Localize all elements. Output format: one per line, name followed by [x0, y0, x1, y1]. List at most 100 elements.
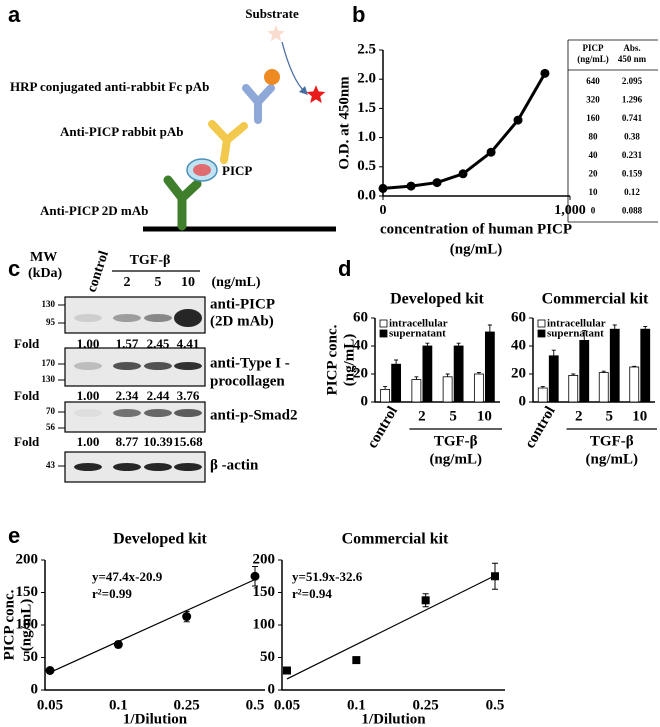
x-tick-label: 2: [418, 408, 426, 424]
equation: y=47.4x-20.9: [92, 569, 163, 584]
data-point: [421, 596, 430, 605]
group-unit: (ng/mL): [429, 451, 482, 467]
antibody-label: anti-PICP: [210, 296, 275, 312]
x-tick-label: 0.25: [174, 697, 200, 713]
y-axis-label: PICP conc.: [1, 589, 17, 660]
equation: y=51.9x-32.6: [292, 569, 363, 584]
band: [113, 463, 141, 471]
data-point: [458, 169, 468, 179]
table-cell: 640: [586, 76, 600, 86]
bar: [629, 366, 640, 403]
table-cell: 1.296: [622, 95, 643, 105]
y-axis-label: PICP conc.: [324, 324, 340, 395]
y-tick-label: 0: [268, 681, 276, 697]
y-tick-label: 2.5: [357, 41, 376, 57]
error-bar: [571, 373, 576, 376]
r-squared: r²=0.99: [92, 586, 132, 601]
label: Anti-PICP 2D mAb: [40, 203, 148, 218]
bar: [548, 355, 559, 403]
error-bar: [445, 373, 450, 377]
blot-box: [64, 401, 206, 433]
chart-title: Commercial kit: [542, 291, 649, 308]
fold-value: 3.76: [177, 388, 200, 403]
y-tick-label: 150: [253, 584, 276, 600]
table-cell: 0.741: [622, 113, 643, 123]
x-tick-label: 0.25: [413, 697, 439, 713]
x-tick-label: 0.5: [486, 697, 505, 713]
band: [113, 314, 141, 322]
hrp-enzyme: [264, 69, 280, 85]
capture-antibody: [163, 175, 202, 231]
trendline: [286, 575, 496, 680]
y-tick-label: 2.0: [357, 71, 376, 87]
band: [113, 409, 141, 417]
y-tick-label: 200: [253, 551, 276, 567]
fold-value: 1.00: [77, 388, 100, 403]
chart-title: Developed kit: [113, 531, 207, 548]
x-axis-label: 1/Dilution: [123, 711, 188, 727]
antibody-label: procollagen: [210, 373, 285, 389]
panel-label: a: [8, 2, 21, 27]
bar: [473, 373, 484, 403]
bar: [411, 379, 422, 403]
x-axis-label: concentration of human PICP: [380, 221, 572, 237]
mw-label: 130: [42, 374, 56, 384]
y-axis-unit: (ng/mL): [341, 334, 357, 387]
treatment-label: TGF-β: [130, 253, 171, 268]
bar: [442, 376, 453, 403]
bar: [598, 372, 609, 403]
table-cell: 0: [591, 206, 596, 216]
legend-label: supernatant: [547, 328, 604, 340]
x-tick-label: 0.05: [274, 697, 300, 713]
y-tick-label: 0: [361, 393, 369, 409]
x-tick-label: 0.05: [37, 697, 63, 713]
legend-label: supernatant: [389, 328, 446, 340]
mw-label: 43: [46, 460, 56, 470]
band: [113, 362, 141, 370]
fold-value: 10.39: [143, 434, 173, 449]
rabbit-antibody: [208, 120, 248, 164]
group-unit: (ng/mL): [586, 451, 639, 467]
table-header: PICP: [583, 43, 604, 53]
table-header: 450 nm: [618, 54, 647, 64]
table-cell: 0.231: [622, 150, 643, 160]
panel-label: d: [338, 256, 351, 281]
error-bar: [551, 349, 556, 356]
table-cell: 10: [589, 187, 599, 197]
unit-label: (ng/mL): [212, 275, 261, 290]
mw-label: 70: [46, 406, 56, 416]
fold-value: 15.68: [173, 434, 203, 449]
table-cell: 320: [586, 95, 600, 105]
y-tick-label: 20: [353, 365, 368, 381]
y-tick-label: 200: [16, 551, 39, 567]
table-header: Abs.: [623, 43, 640, 53]
panel-label: c: [8, 256, 20, 281]
error-bar: [582, 330, 587, 341]
band: [74, 463, 102, 471]
panel-label: e: [8, 523, 20, 548]
error-bar: [540, 386, 545, 388]
error-bar: [632, 365, 637, 367]
table-cell: 80: [589, 132, 599, 142]
table: PICP (ng/mL) Abs. 450 nm: [567, 39, 658, 223]
fold-value: 4.41: [177, 336, 200, 351]
data-point: [406, 181, 416, 191]
bar: [640, 328, 651, 403]
fold-label: Fold: [14, 434, 40, 449]
band: [144, 314, 172, 322]
y-tick-label: 50: [260, 649, 275, 665]
mw-label: 170: [42, 358, 56, 368]
label: Substrate: [245, 6, 299, 21]
mw-title: (kDa): [28, 266, 63, 281]
group-label: TGF-β: [590, 433, 634, 449]
x-tick-label: 0: [380, 203, 387, 218]
trendline: [49, 578, 256, 673]
fold-value: 2.45: [147, 336, 170, 351]
y-tick-label: 1.5: [357, 100, 376, 116]
band: [74, 314, 102, 322]
table-header: (ng/mL): [577, 54, 609, 64]
mw-label: 56: [46, 422, 56, 432]
label: PICP: [222, 163, 252, 178]
band: [144, 463, 172, 471]
